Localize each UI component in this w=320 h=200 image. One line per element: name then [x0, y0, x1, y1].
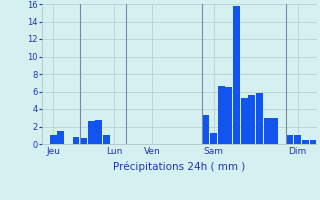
Bar — [50, 135, 57, 144]
Bar — [241, 98, 248, 144]
Bar — [294, 135, 301, 144]
Bar — [309, 140, 316, 144]
Bar — [57, 131, 64, 144]
Bar — [271, 118, 278, 144]
Bar — [287, 135, 293, 144]
Bar — [264, 118, 270, 144]
Bar — [233, 6, 240, 144]
Bar — [226, 87, 232, 144]
Bar — [248, 95, 255, 144]
Bar — [73, 137, 79, 144]
Bar — [103, 135, 110, 144]
Bar — [302, 140, 309, 144]
Bar — [80, 138, 87, 144]
Bar — [88, 121, 95, 144]
Bar — [203, 115, 209, 144]
Bar — [218, 86, 225, 144]
Bar — [95, 119, 102, 144]
Bar — [210, 133, 217, 144]
X-axis label: Précipitations 24h ( mm ): Précipitations 24h ( mm ) — [113, 161, 245, 172]
Bar — [256, 93, 263, 144]
